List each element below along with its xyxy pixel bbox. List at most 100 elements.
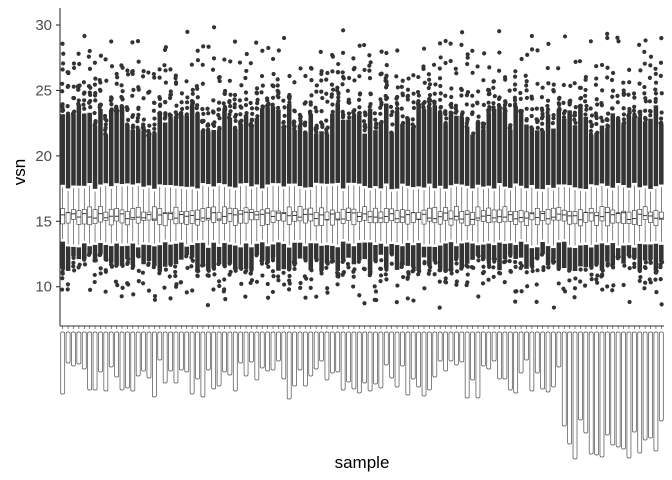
outlier-point [551,116,556,121]
outlier-band-high [578,106,583,189]
outlier-point [320,122,325,127]
outlier-point [416,103,422,108]
x-tick-label [141,331,146,372]
outlier-point [611,265,616,270]
outlier-point [648,113,653,118]
outlier-point [232,92,238,98]
outlier-point [298,121,303,127]
outlier-point [643,108,648,113]
x-tick-label [60,331,66,395]
outlier-point [298,285,303,290]
outlier-band-high [313,133,319,183]
outlier-point [308,285,313,291]
outlier-band-high [545,114,551,185]
outlier-point [367,273,372,278]
outlier-band-low [378,243,384,255]
sample-box [512,69,519,304]
outlier-point [394,101,399,106]
sample-box [621,80,627,288]
outlier-point [291,259,297,264]
box [400,209,405,223]
outlier-point [86,100,92,105]
outlier-band-high [594,133,599,186]
outlier-band-low [540,242,545,255]
outlier-point [362,267,367,272]
outlier-band-high [168,117,173,186]
x-tick-label [329,331,335,374]
outlier-band-low [303,246,308,260]
x-tick-label [410,331,416,380]
x-tick-label [130,331,136,392]
box [200,208,206,222]
outlier-point [276,89,281,94]
outlier-point [428,265,433,270]
outlier-point [374,125,379,130]
outlier-band-high [394,111,400,189]
box [319,207,324,226]
outlier-point [351,67,356,72]
outlier-point [254,40,259,45]
sample-box [356,43,363,298]
outlier-point [648,109,653,114]
box [125,211,130,226]
outlier-point [524,117,529,122]
box [146,211,152,221]
outlier-point [568,83,573,88]
outlier-point [146,70,151,75]
box [524,211,529,226]
outlier-point [129,69,135,75]
outlier-band-low [648,244,653,260]
outlier-point [152,297,158,302]
box [572,211,578,225]
sample-box [405,76,411,301]
sample-box [351,56,357,289]
box [507,211,513,222]
outlier-band-high [254,118,260,185]
outlier-point [217,125,222,130]
outlier-point [454,261,459,266]
outlier-point [518,261,523,266]
outlier-point [519,56,524,62]
outlier-point [65,104,70,109]
sample-box [173,73,179,289]
x-tick-label [259,331,265,369]
outlier-point [399,106,404,111]
outlier-point [281,270,286,275]
outlier-point [481,264,486,269]
sample-box [502,75,508,285]
box [427,207,432,222]
outlier-point [345,88,351,93]
outlier-band-low [76,247,82,260]
outlier-band-low [583,244,589,268]
outlier-point [621,282,626,288]
outlier-point [637,278,642,283]
outlier-point [216,279,222,284]
outlier-point [443,120,448,126]
outlier-point [459,93,464,98]
outlier-point [431,62,437,67]
outlier-point [157,75,162,80]
outlier-band-high [162,122,168,185]
outlier-point [60,67,65,72]
outlier-point [222,91,228,96]
outlier-point [243,102,249,108]
outlier-point [421,46,427,51]
outlier-band-high [179,115,184,187]
outlier-point [632,261,637,266]
outlier-point [556,266,561,272]
outlier-point [168,89,173,94]
outlier-point [546,265,551,270]
outlier-band-low [141,244,146,265]
outlier-point [545,107,551,112]
box [184,210,190,225]
outlier-point [239,83,244,88]
outlier-point [120,285,125,291]
outlier-point [615,116,621,121]
sample-box [609,70,616,293]
outlier-point [216,100,222,105]
outlier-band-high [416,105,421,187]
outlier-point [239,281,244,286]
outlier-point [86,84,92,89]
outlier-point [227,99,232,105]
outlier-point [325,286,330,291]
